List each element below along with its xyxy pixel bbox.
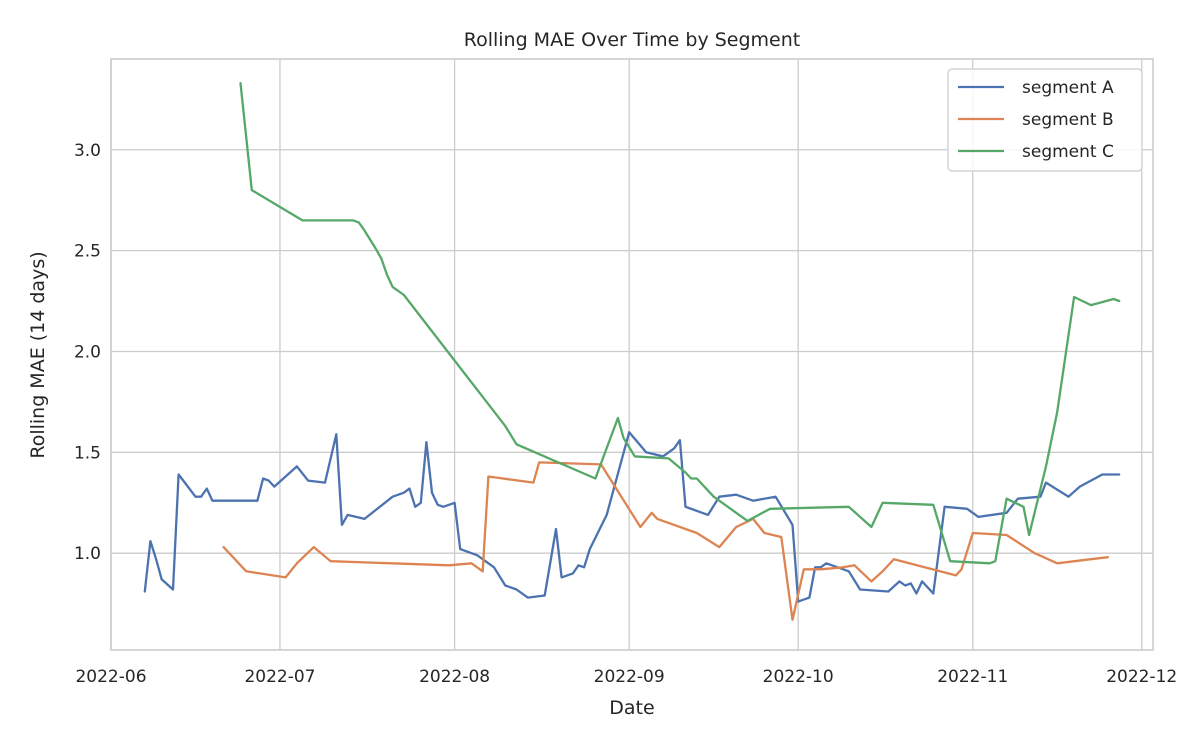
y-tick-labels: 1.0 1.5 2.0 2.5 3.0 — [74, 141, 101, 564]
x-tick-label: 2022-07 — [244, 667, 315, 687]
x-tick-label: 2022-10 — [763, 667, 834, 687]
plot-frame — [110, 58, 1154, 651]
y-tick-label: 3.0 — [74, 141, 101, 161]
series-layer — [143, 82, 1121, 621]
x-tick-label: 2022-12 — [1106, 667, 1177, 687]
legend-box — [947, 68, 1143, 172]
x-tick-labels: 2022-06 2022-07 2022-08 2022-09 2022-10 2022-… — [75, 667, 1177, 687]
legend: segment A segment B segment C — [947, 68, 1143, 172]
y-tick-label: 2.5 — [74, 242, 101, 262]
x-axis-title: Date — [609, 697, 654, 719]
y-axis-title: Rolling MAE (14 days) — [27, 251, 49, 458]
y-tick-label: 1.0 — [74, 544, 101, 564]
x-tick-label: 2022-11 — [937, 667, 1008, 687]
y-tick-label: 2.0 — [74, 342, 101, 362]
chart-title: Rolling MAE Over Time by Segment — [464, 29, 801, 51]
series-line-segment-c — [239, 82, 1121, 565]
legend-label-segment-a: segment A — [1022, 78, 1114, 98]
x-tick-label: 2022-08 — [419, 667, 490, 687]
legend-label-segment-c: segment C — [1022, 142, 1114, 162]
legend-label-segment-b: segment B — [1022, 110, 1114, 130]
x-tick-label: 2022-06 — [75, 667, 146, 687]
y-tick-label: 1.5 — [74, 443, 101, 463]
series-line-segment-a — [143, 431, 1121, 603]
x-tick-label: 2022-09 — [594, 667, 665, 687]
